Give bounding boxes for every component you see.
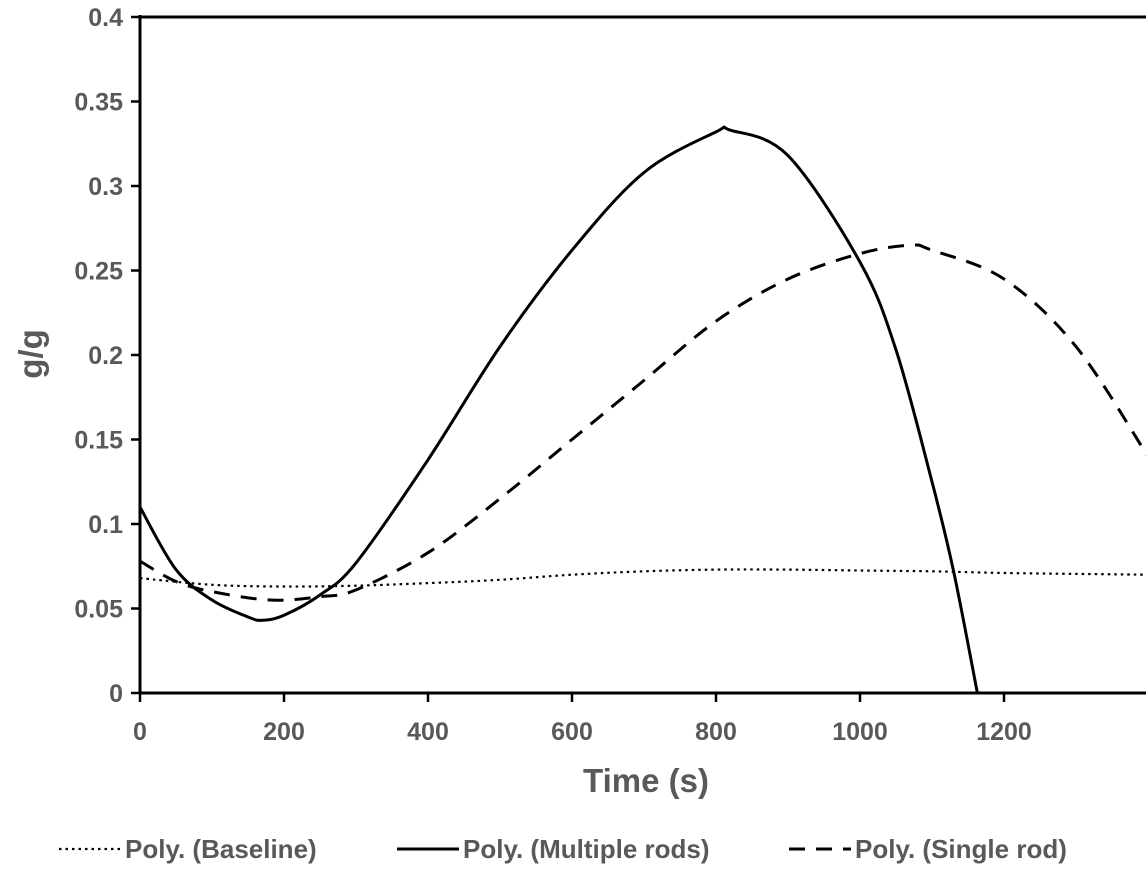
- y-axis-title: g/g: [12, 329, 49, 378]
- x-tick-label: 1200: [976, 718, 1032, 746]
- x-tick-label: 200: [263, 718, 305, 746]
- x-tick-label: 0: [133, 718, 147, 746]
- y-tick-label: 0.1: [88, 511, 123, 539]
- x-tick-label: 600: [551, 718, 593, 746]
- legend-label-2: Poly. (Single rod): [855, 834, 1067, 864]
- legend-label-0: Poly. (Baseline): [125, 834, 317, 864]
- x-tick-label: 1000: [832, 718, 888, 746]
- y-tick-label: 0: [109, 680, 123, 708]
- y-tick-label: 0.15: [74, 427, 123, 455]
- legend: Poly. (Baseline) Poly. (Multiple rods) Pol…: [59, 834, 1067, 864]
- series-line-1: [140, 125, 979, 693]
- plot-lines: [140, 125, 1146, 693]
- x-tick-label: 800: [695, 718, 737, 746]
- legend-label-1: Poly. (Multiple rods): [463, 834, 710, 864]
- y-tick-label: 0.35: [74, 89, 123, 117]
- y-tick-label: 0.05: [74, 596, 123, 624]
- series-line-2: [140, 243, 1146, 602]
- ticks: 0 0.05 0.1 0.15 0.2 0.25 0.3 0.35 0.4 0 200 400 600 8…: [74, 4, 1031, 746]
- y-tick-label: 0.4: [88, 4, 123, 32]
- series-line-0: [140, 568, 1146, 588]
- axes: [138, 15, 1146, 695]
- y-tick-label: 0.3: [88, 173, 123, 201]
- y-tick-label: 0.25: [74, 258, 123, 286]
- x-axis-title: Time (s): [583, 762, 709, 799]
- y-tick-label: 0.2: [88, 342, 123, 370]
- x-tick-label: 400: [407, 718, 449, 746]
